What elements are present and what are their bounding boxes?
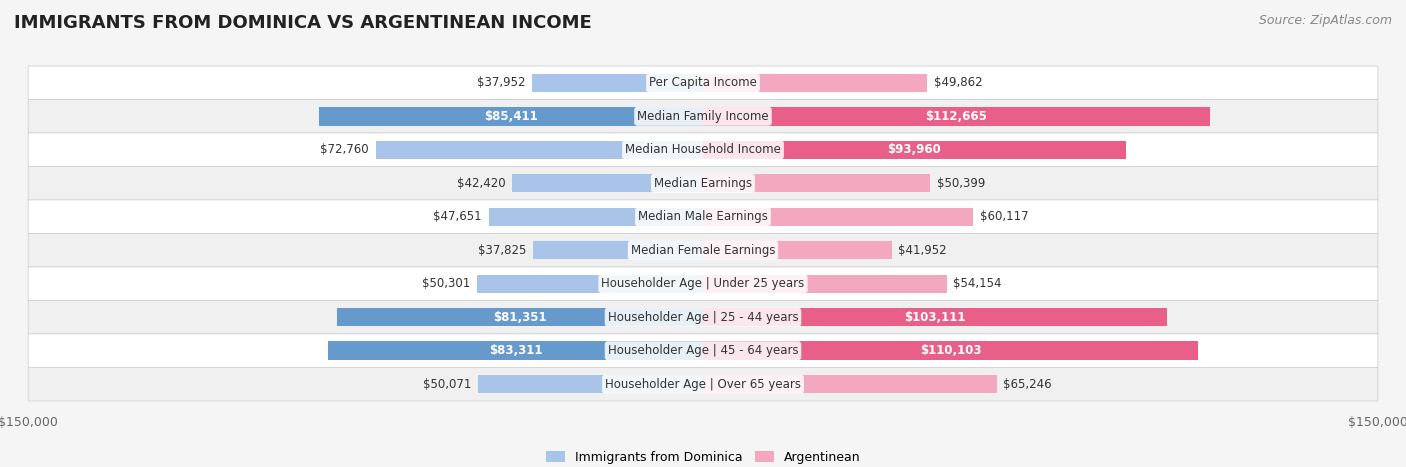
Text: IMMIGRANTS FROM DOMINICA VS ARGENTINEAN INCOME: IMMIGRANTS FROM DOMINICA VS ARGENTINEAN …: [14, 14, 592, 32]
Text: $83,311: $83,311: [489, 344, 543, 357]
Bar: [533, 74, 703, 92]
Bar: [319, 107, 703, 126]
Text: $81,351: $81,351: [494, 311, 547, 324]
Bar: [533, 241, 703, 260]
Text: $60,117: $60,117: [980, 210, 1029, 223]
Text: Per Capita Income: Per Capita Income: [650, 76, 756, 89]
Bar: [703, 174, 929, 192]
Text: $93,960: $93,960: [887, 143, 941, 156]
Bar: [703, 275, 946, 293]
FancyBboxPatch shape: [28, 200, 1378, 234]
Text: $37,952: $37,952: [477, 76, 526, 89]
Text: Householder Age | 45 - 64 years: Householder Age | 45 - 64 years: [607, 344, 799, 357]
Text: Householder Age | Under 25 years: Householder Age | Under 25 years: [602, 277, 804, 290]
Bar: [478, 375, 703, 393]
Text: $85,411: $85,411: [484, 110, 537, 123]
Bar: [703, 207, 973, 226]
Text: $42,420: $42,420: [457, 177, 505, 190]
Text: Source: ZipAtlas.com: Source: ZipAtlas.com: [1258, 14, 1392, 27]
Bar: [703, 241, 891, 260]
Bar: [512, 174, 703, 192]
FancyBboxPatch shape: [28, 99, 1378, 133]
Text: $50,301: $50,301: [422, 277, 470, 290]
FancyBboxPatch shape: [28, 334, 1378, 368]
Bar: [703, 74, 928, 92]
Bar: [703, 308, 1167, 326]
Text: $49,862: $49,862: [934, 76, 983, 89]
Text: Median Female Earnings: Median Female Earnings: [631, 244, 775, 257]
Text: $37,825: $37,825: [478, 244, 526, 257]
Bar: [703, 341, 1198, 360]
Text: Median Earnings: Median Earnings: [654, 177, 752, 190]
Text: $103,111: $103,111: [904, 311, 966, 324]
FancyBboxPatch shape: [28, 133, 1378, 167]
Bar: [328, 341, 703, 360]
Text: $41,952: $41,952: [898, 244, 948, 257]
FancyBboxPatch shape: [28, 66, 1378, 99]
Text: Householder Age | Over 65 years: Householder Age | Over 65 years: [605, 378, 801, 391]
Text: $110,103: $110,103: [920, 344, 981, 357]
Text: Householder Age | 25 - 44 years: Householder Age | 25 - 44 years: [607, 311, 799, 324]
Text: Median Household Income: Median Household Income: [626, 143, 780, 156]
FancyBboxPatch shape: [28, 300, 1378, 334]
FancyBboxPatch shape: [28, 166, 1378, 200]
Bar: [477, 275, 703, 293]
Bar: [375, 141, 703, 159]
FancyBboxPatch shape: [28, 368, 1378, 401]
Bar: [337, 308, 703, 326]
Text: $72,760: $72,760: [321, 143, 368, 156]
Text: $65,246: $65,246: [1004, 378, 1052, 391]
Bar: [703, 107, 1211, 126]
FancyBboxPatch shape: [28, 234, 1378, 267]
FancyBboxPatch shape: [28, 267, 1378, 301]
Text: $50,071: $50,071: [423, 378, 471, 391]
Bar: [703, 141, 1126, 159]
Text: $112,665: $112,665: [925, 110, 987, 123]
Text: Median Family Income: Median Family Income: [637, 110, 769, 123]
Text: $47,651: $47,651: [433, 210, 482, 223]
Text: Median Male Earnings: Median Male Earnings: [638, 210, 768, 223]
Bar: [489, 207, 703, 226]
Bar: [703, 375, 997, 393]
Legend: Immigrants from Dominica, Argentinean: Immigrants from Dominica, Argentinean: [541, 446, 865, 467]
Text: $54,154: $54,154: [953, 277, 1002, 290]
Text: $50,399: $50,399: [936, 177, 984, 190]
